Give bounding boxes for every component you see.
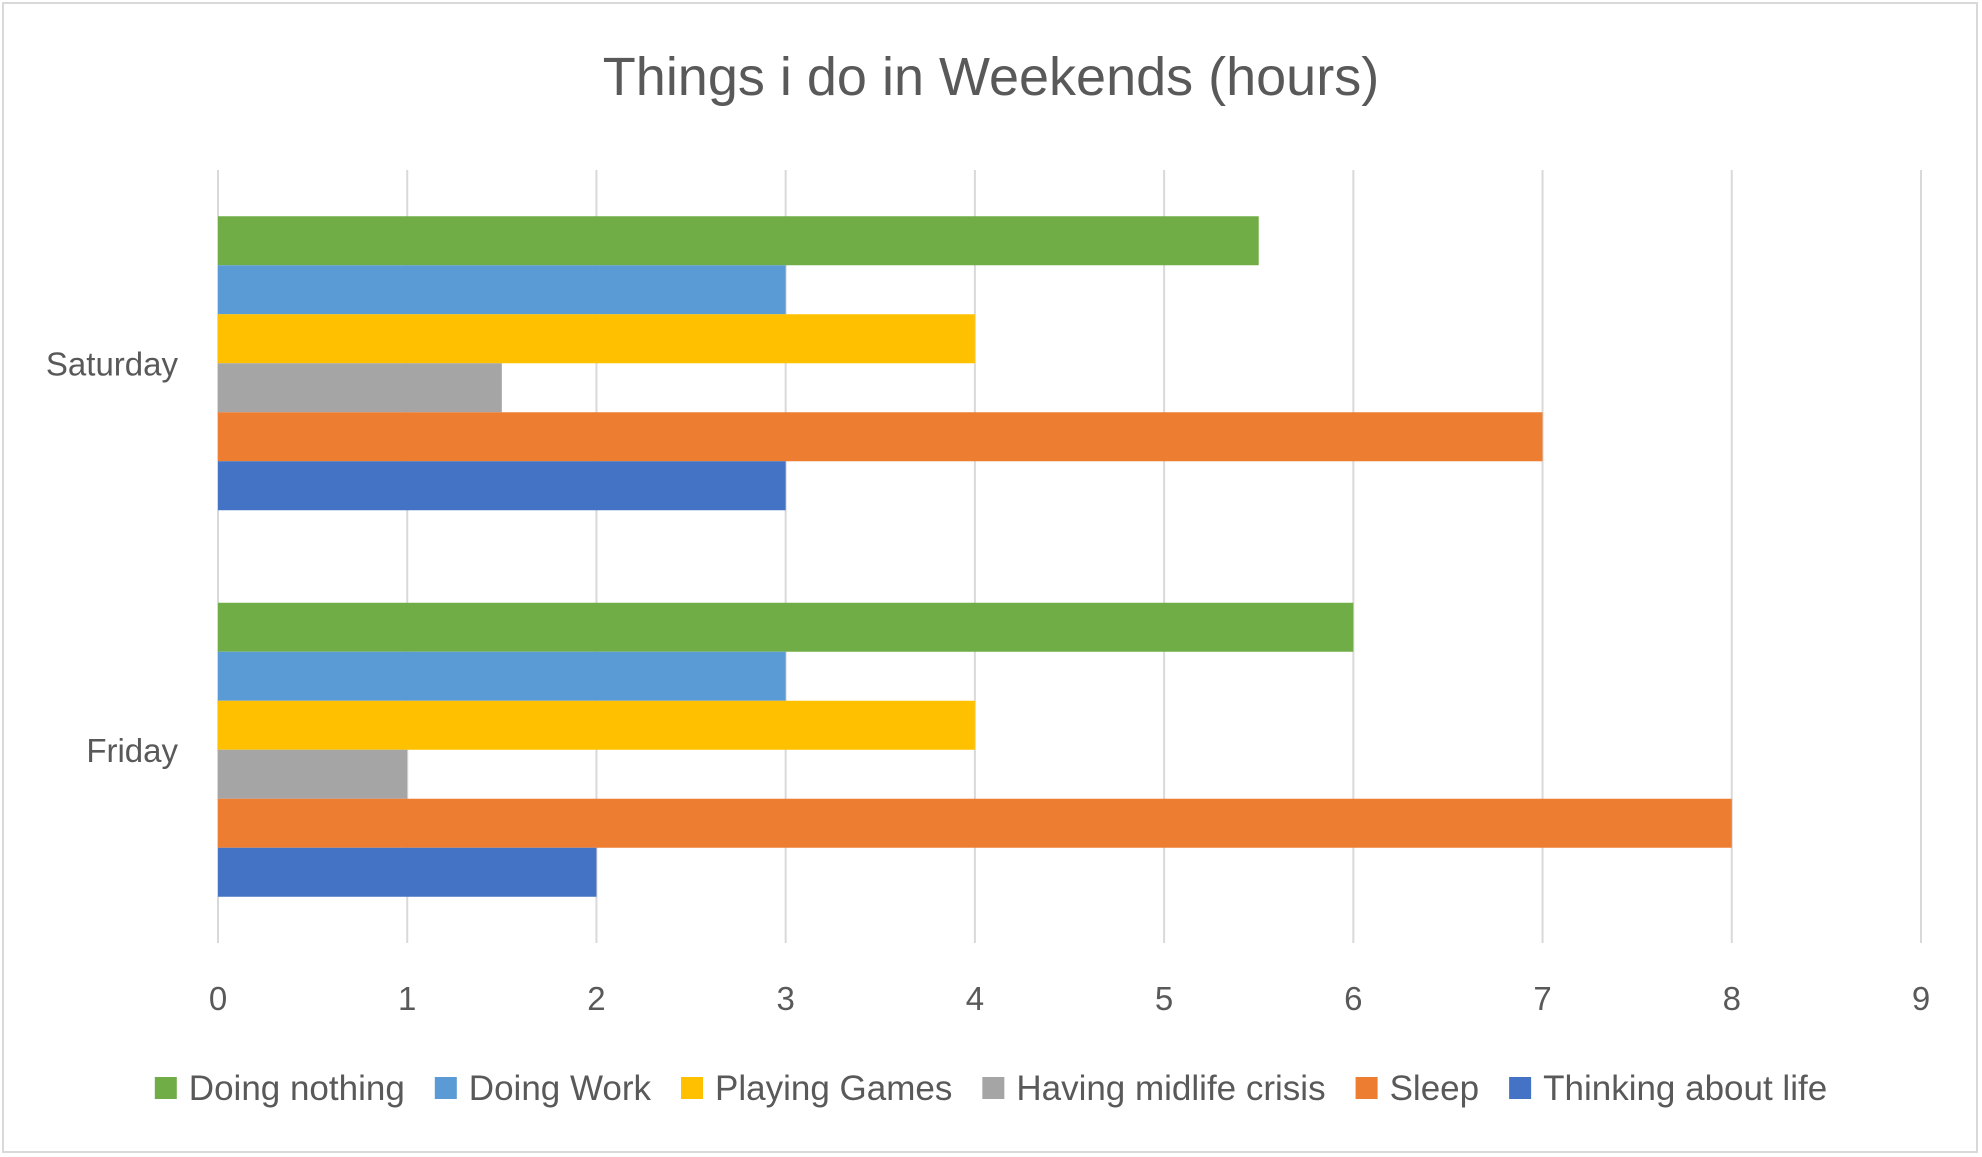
x-tick-label: 4: [966, 980, 984, 1017]
legend-item: Playing Games: [681, 1069, 952, 1108]
legend-item: Sleep: [1355, 1069, 1480, 1108]
bar-having-midlife-crisis-saturday: [218, 363, 502, 413]
y-axis-categories: Friday Saturday: [46, 345, 179, 769]
x-tick-label: 5: [1155, 980, 1173, 1017]
legend: Doing nothing Doing Work Playing Games Havi…: [154, 1069, 1827, 1108]
x-tick-label: 3: [776, 980, 794, 1017]
legend-label: Having midlife crisis: [1016, 1069, 1325, 1108]
legend-swatch: [681, 1077, 704, 1099]
y-category-label: Friday: [86, 732, 178, 769]
y-category-label: Saturday: [46, 345, 179, 382]
legend-item: Thinking about life: [1509, 1069, 1827, 1108]
legend-item: Doing nothing: [154, 1069, 405, 1108]
x-tick-label: 2: [587, 980, 605, 1017]
bar-playing-games-saturday: [218, 314, 975, 364]
bar-sleep-friday: [218, 798, 1732, 848]
bar-playing-games-friday: [218, 700, 975, 750]
legend-swatch: [1355, 1077, 1378, 1099]
bar-doing-nothing-friday: [218, 602, 1354, 652]
legend-label: Doing Work: [469, 1069, 652, 1108]
legend-label: Doing nothing: [189, 1069, 405, 1108]
legend-swatch: [1509, 1077, 1532, 1099]
legend-label: Playing Games: [715, 1069, 952, 1108]
legend-label: Sleep: [1390, 1069, 1480, 1108]
bar-doing-work-saturday: [218, 265, 786, 315]
legend-swatch: [982, 1077, 1005, 1099]
legend-swatch: [154, 1077, 177, 1099]
x-tick-label: 7: [1533, 980, 1551, 1017]
legend-label: Thinking about life: [1543, 1069, 1827, 1108]
bar-doing-nothing-saturday: [218, 216, 1259, 266]
bar-having-midlife-crisis-friday: [218, 749, 408, 799]
x-tick-label: 9: [1912, 980, 1930, 1017]
bars: [218, 216, 1732, 897]
x-tick-label: 8: [1723, 980, 1741, 1017]
legend-item: Doing Work: [434, 1069, 652, 1108]
bar-doing-work-friday: [218, 651, 786, 701]
legend-swatch: [434, 1077, 457, 1099]
chart-title: Things i do in Weekends (hours): [603, 47, 1379, 107]
x-tick-label: 1: [398, 980, 416, 1017]
x-tick-label: 0: [209, 980, 227, 1017]
bar-thinking-about-life-saturday: [218, 461, 786, 511]
x-axis-ticks: 0 1 2 3 4 5 6 7 8 9: [209, 980, 1930, 1017]
x-tick-label: 6: [1344, 980, 1362, 1017]
bar-sleep-saturday: [218, 412, 1543, 462]
bar-thinking-about-life-friday: [218, 847, 597, 897]
legend-item: Having midlife crisis: [982, 1069, 1326, 1108]
